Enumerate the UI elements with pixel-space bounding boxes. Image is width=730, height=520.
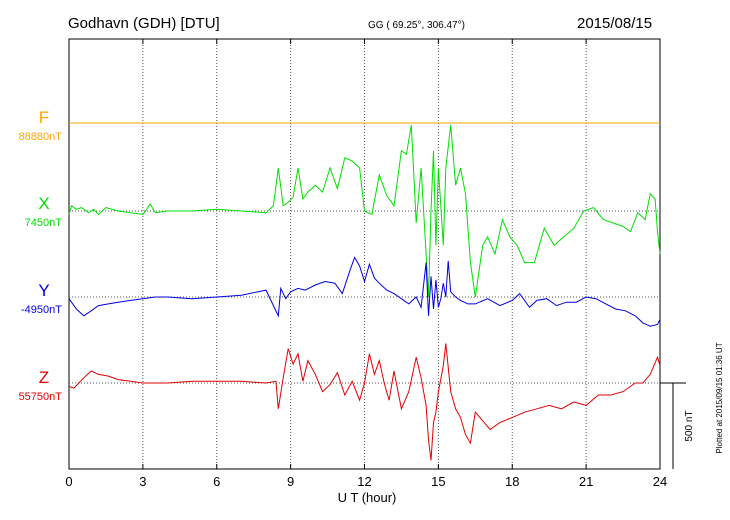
- x-tick-label: 0: [65, 474, 72, 489]
- x-tick-label: 9: [287, 474, 294, 489]
- component-labels: F 88880nT X 7450nT Y -4950nT Z 55750nT: [19, 108, 63, 403]
- plot-frame: [68, 38, 661, 470]
- component-baseline-f: 88880nT: [19, 131, 63, 143]
- component-baseline-x: 7450nT: [25, 217, 63, 229]
- date-label: 2015/08/15: [577, 15, 652, 32]
- plotted-at-note: Plotted at 2015/09/15 01:36 UT: [715, 342, 724, 453]
- x-tick-label: 18: [505, 474, 519, 489]
- x-tick-label: 3: [139, 474, 146, 489]
- series-line-z: [68, 343, 661, 461]
- x-tick-label: 15: [431, 474, 445, 489]
- component-name-x: X: [38, 194, 49, 213]
- component-baseline-y: -4950nT: [21, 304, 62, 316]
- x-axis: 0 3 6 9 12 15 18 21 24: [65, 39, 667, 489]
- x-tick-label: 6: [213, 474, 220, 489]
- x-tick-label: 24: [653, 474, 667, 489]
- series-layer: [68, 122, 661, 461]
- x-tick-label: 21: [579, 474, 593, 489]
- station-coordinates: GG ( 69.25°, 306.47°): [368, 20, 465, 31]
- station-title: Godhavn (GDH) [DTU]: [68, 15, 220, 32]
- scale-bar-label: 500 nT: [684, 410, 695, 441]
- x-tick-label: 12: [357, 474, 371, 489]
- scale-bar: 500 nT: [660, 382, 695, 469]
- series-line-y: [68, 256, 661, 327]
- component-name-z: Z: [39, 368, 49, 387]
- component-name-f: F: [39, 108, 49, 127]
- component-name-y: Y: [38, 281, 49, 300]
- component-baseline-z: 55750nT: [19, 391, 63, 403]
- x-axis-label: U T (hour): [338, 490, 397, 505]
- grid-lines: [69, 39, 660, 469]
- series-line-x: [68, 124, 661, 298]
